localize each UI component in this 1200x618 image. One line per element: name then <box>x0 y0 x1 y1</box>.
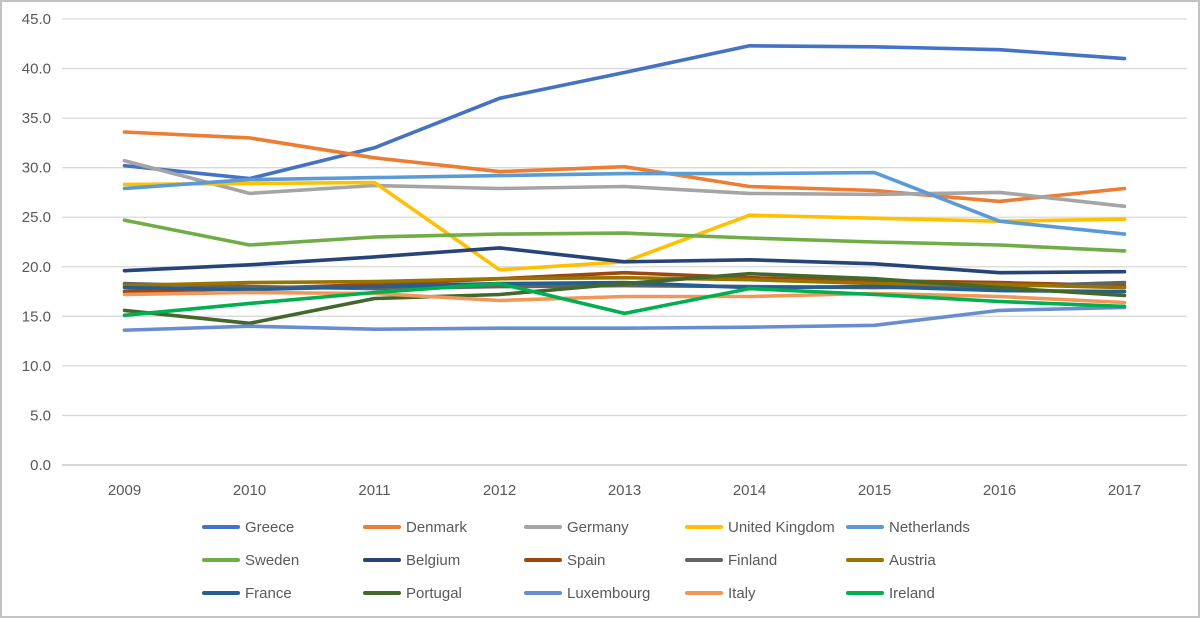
y-axis-tick-label: 30.0 <box>22 160 51 177</box>
legend-item-luxembourg: Luxembourg <box>524 583 685 603</box>
series-line-ireland <box>122 281 1127 318</box>
legend-swatch-netherlands <box>846 525 884 529</box>
legend-label: Austria <box>889 551 936 569</box>
legend-swatch-italy <box>685 591 723 595</box>
legend-label: Denmark <box>406 518 467 536</box>
legend-item-austria: Austria <box>846 550 1007 570</box>
legend-item-denmark: Denmark <box>363 517 524 537</box>
series-line-italy <box>122 290 1127 305</box>
y-axis-tick-label: 5.0 <box>30 407 51 424</box>
y-axis-tick-label: 15.0 <box>22 308 51 325</box>
series-line-luxembourg <box>122 305 1127 333</box>
legend-swatch-spain <box>524 558 562 562</box>
legend-label: Portugal <box>406 584 462 602</box>
legend-label: Spain <box>567 551 606 569</box>
series-line-germany <box>122 158 1127 209</box>
legend-swatch-portugal <box>363 591 401 595</box>
legend-swatch-austria <box>846 558 884 562</box>
legend-item-ireland: Ireland <box>846 583 1007 603</box>
legend-swatch-finland <box>685 558 723 562</box>
series-line-portugal <box>122 271 1127 326</box>
legend-label: Sweden <box>245 551 300 569</box>
legend-label: France <box>245 584 292 602</box>
x-axis-tick-label: 2013 <box>608 482 641 499</box>
legend-item-finland: Finland <box>685 550 846 570</box>
legend-swatch-sweden <box>202 558 240 562</box>
legend-swatch-denmark <box>363 525 401 529</box>
legend-item-italy: Italy <box>685 583 846 603</box>
legend-item-belgium: Belgium <box>363 550 524 570</box>
legend-swatch-greece <box>202 525 240 529</box>
legend-label: Greece <box>245 518 295 536</box>
y-axis-tick-label: 0.0 <box>30 457 51 474</box>
legend-label: Ireland <box>889 584 935 602</box>
line-chart: 0.0 5.0 10.0 15.0 20.0 25.0 30.0 35.0 40.0 45.0 20… <box>22 11 1187 499</box>
x-axis-tick-label: 2011 <box>358 482 390 499</box>
x-axis-tick-label: 2015 <box>858 482 891 499</box>
legend-item-netherlands: Netherlands <box>846 517 1007 537</box>
legend-swatch-belgium <box>363 558 401 562</box>
legend-label: Italy <box>728 584 756 602</box>
y-axis-tick-label: 40.0 <box>22 61 51 78</box>
y-axis-tick-label: 20.0 <box>22 259 51 276</box>
legend-label: Germany <box>567 518 629 536</box>
legend: Greece Denmark Germany United Kingdom Nether… <box>202 517 1198 603</box>
x-axis-tick-label: 2017 <box>1108 482 1141 499</box>
legend-item-portugal: Portugal <box>363 583 524 603</box>
legend-label: Netherlands <box>889 518 970 536</box>
x-axis-tick-label: 2014 <box>733 482 766 499</box>
legend-label: United Kingdom <box>728 518 835 536</box>
legend-label: Finland <box>728 551 778 569</box>
line-chart-figure: 0.0 5.0 10.0 15.0 20.0 25.0 30.0 35.0 40.0 45.0 20… <box>2 2 1198 603</box>
series-line-greece <box>122 43 1127 181</box>
legend-swatch-united-kingdom <box>685 525 723 529</box>
y-axis-tick-label: 10.0 <box>22 358 51 375</box>
series-line-denmark <box>122 130 1127 204</box>
legend-item-france: France <box>202 583 363 603</box>
y-axis-tick-label: 45.0 <box>22 11 51 28</box>
legend-swatch-luxembourg <box>524 591 562 595</box>
legend-swatch-germany <box>524 525 562 529</box>
x-axis-tick-label: 2010 <box>233 482 266 499</box>
legend-label: Belgium <box>406 551 461 569</box>
series-line-sweden <box>122 218 1127 253</box>
x-axis-tick-label: 2012 <box>483 482 516 499</box>
series-line-netherlands <box>122 170 1127 236</box>
y-axis-tick-label: 35.0 <box>22 110 51 127</box>
legend-swatch-ireland <box>846 591 884 595</box>
legend-item-greece: Greece <box>202 517 363 537</box>
legend-item-spain: Spain <box>524 550 685 570</box>
y-axis-tick-label: 25.0 <box>22 209 51 226</box>
legend-item-germany: Germany <box>524 517 685 537</box>
legend-label: Luxembourg <box>567 584 651 602</box>
legend-swatch-france <box>202 591 240 595</box>
legend-item-sweden: Sweden <box>202 550 363 570</box>
series-line-united-kingdom <box>122 180 1127 272</box>
x-axis-tick-label: 2016 <box>983 482 1016 499</box>
x-axis-tick-label: 2009 <box>108 482 141 499</box>
legend-item-united-kingdom: United Kingdom <box>685 517 846 537</box>
series-line-belgium <box>122 246 1127 275</box>
